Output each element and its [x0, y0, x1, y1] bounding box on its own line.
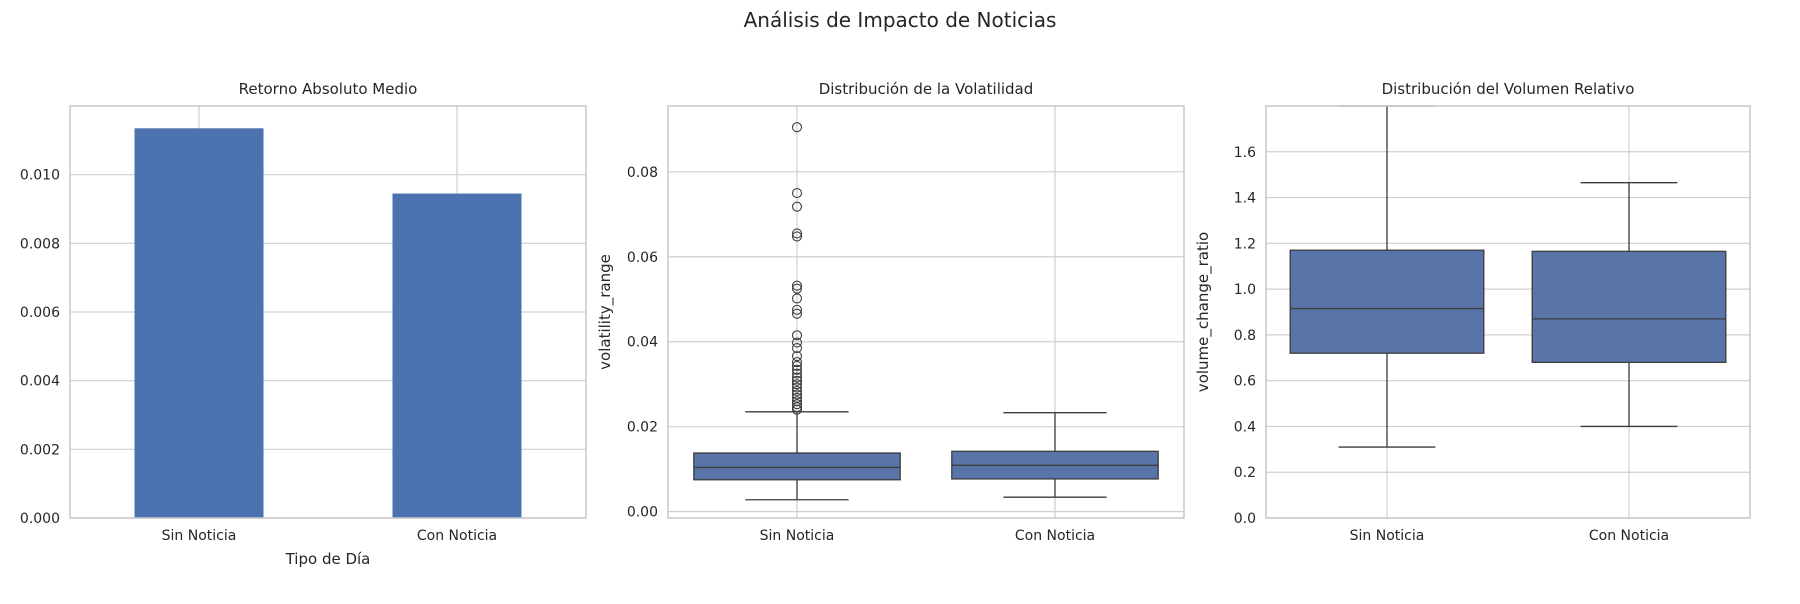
y-tick-label: 0.008 [20, 236, 60, 252]
outlier-point [791, 389, 803, 400]
outlier-point [791, 399, 803, 410]
y-tick-label: 1.2 [1234, 236, 1256, 252]
x-axis-label: Tipo de Día [285, 550, 371, 568]
outlier-point [791, 351, 803, 362]
chart-1: 0.000 0.002 0.004 0.006 0.008 0.010 Sin Notici… [20, 80, 587, 568]
plot-frame [667, 105, 1185, 519]
outlier-point [791, 385, 803, 397]
plot-frame [69, 105, 587, 519]
x-tick-label: Con Noticia [1015, 528, 1095, 544]
outlier-point [791, 330, 803, 341]
box-sin-noticia [1289, 105, 1485, 448]
box-iqr [693, 452, 901, 481]
box-con-noticia [1531, 182, 1727, 428]
y-tick-label: 0.006 [20, 305, 60, 321]
outlier-point [791, 360, 803, 371]
outlier-point [791, 308, 803, 319]
outlier-point [791, 368, 803, 379]
x-tick-label: Sin Noticia [760, 528, 835, 544]
figure-title: Análisis de Impacto de Noticias [744, 8, 1057, 32]
y-tick-label: 1.0 [1234, 282, 1256, 298]
outlier-point [791, 283, 803, 294]
outlier-point [791, 404, 803, 415]
outlier-point [791, 382, 803, 393]
outlier-point [791, 372, 803, 383]
outlier-point [791, 343, 803, 354]
chart-title: Distribución de la Volatilidad [819, 80, 1034, 98]
chart-3: 0.0 0.2 0.4 0.6 0.8 1.0 1.2 1.4 1.6 Sin Noticia Co… [1194, 80, 1751, 544]
bar-sin-noticia [134, 128, 264, 519]
outlier-point [791, 280, 803, 291]
y-tick-label: 0.2 [1234, 465, 1256, 481]
outlier-point [791, 293, 803, 304]
y-tick-label: 0.6 [1234, 374, 1256, 390]
chart-2: 0.00 0.02 0.04 0.06 0.08 Sin Noticia Con Notic… [596, 80, 1185, 544]
y-tick-label: 0.00 [627, 505, 658, 521]
y-tick-label: 0.002 [20, 442, 60, 458]
y-tick-label: 0.02 [627, 420, 658, 436]
y-tick-label: 0.010 [20, 168, 60, 184]
y-tick-label: 0.004 [20, 374, 60, 390]
x-tick-label: Sin Noticia [162, 528, 237, 544]
y-axis-label: volatility_range [596, 254, 615, 370]
outlier-point [791, 231, 803, 242]
outlier-point [791, 304, 803, 315]
outlier-point [791, 122, 803, 133]
y-tick-label: 0.4 [1234, 419, 1256, 435]
y-tick-label: 0.0 [1234, 511, 1256, 527]
outlier-point [791, 337, 803, 348]
x-tick-label: Con Noticia [417, 528, 497, 544]
y-tick-label: 0.000 [20, 511, 60, 527]
outlier-point [791, 357, 803, 368]
y-tick-label: 1.4 [1234, 191, 1256, 207]
outlier-point [791, 379, 803, 390]
bar-con-noticia [392, 193, 522, 519]
outlier-point [791, 402, 803, 413]
box-con-noticia [951, 412, 1159, 498]
x-tick-label: Con Noticia [1589, 528, 1669, 544]
plot-frame [1265, 105, 1751, 519]
chart-title: Retorno Absoluto Medio [239, 80, 418, 98]
y-axis-label: volume_change_ratio [1194, 232, 1213, 392]
box-sin-noticia [693, 122, 901, 501]
outlier-point [791, 375, 803, 386]
y-tick-label: 0.06 [627, 250, 658, 266]
outlier-point [791, 364, 803, 375]
chart-title: Distribución del Volumen Relativo [1382, 80, 1635, 98]
box-iqr [1531, 250, 1727, 364]
y-tick-label: 0.08 [627, 165, 658, 181]
outlier-point [791, 188, 803, 199]
y-tick-label: 1.6 [1234, 145, 1256, 161]
outlier-point [791, 201, 803, 212]
outlier-point [791, 228, 803, 239]
box-iqr [1289, 249, 1485, 354]
x-tick-label: Sin Noticia [1350, 528, 1425, 544]
y-tick-label: 0.04 [627, 335, 658, 351]
y-tick-label: 0.8 [1234, 328, 1256, 344]
